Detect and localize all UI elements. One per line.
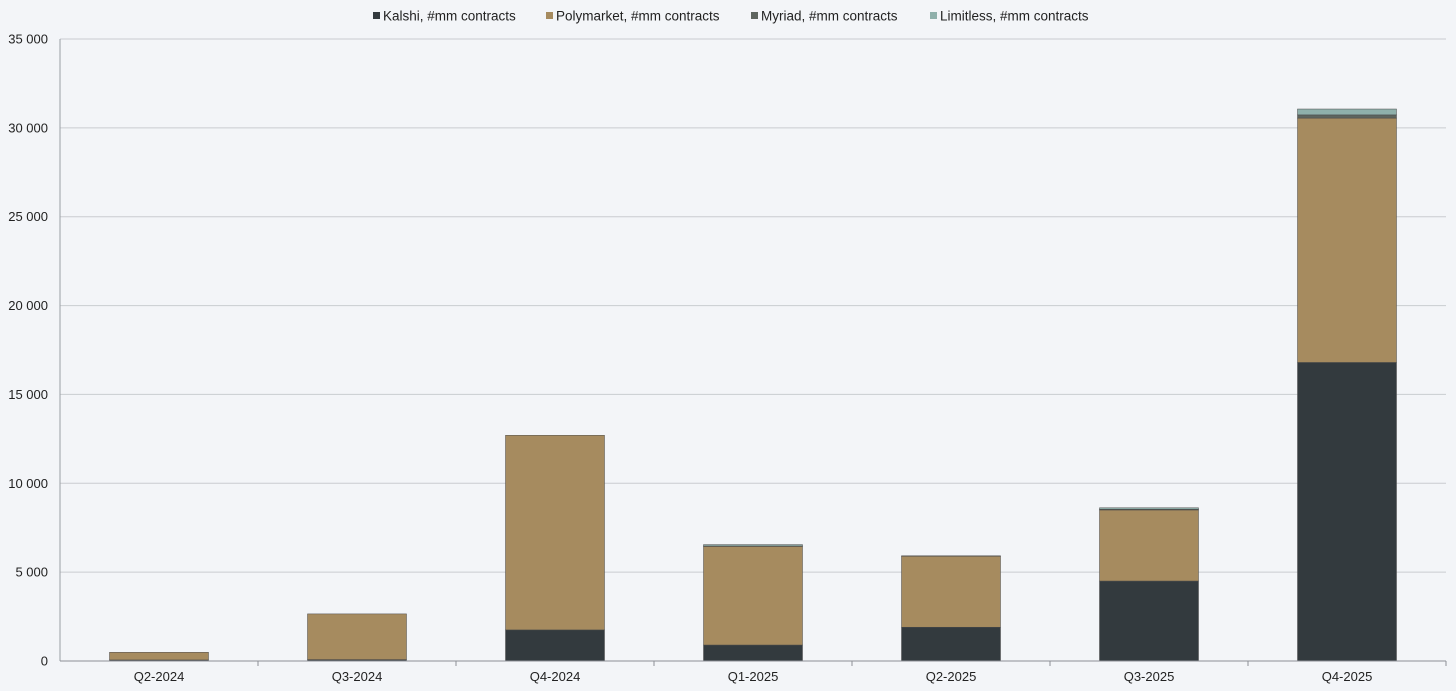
y-tick-label: 0: [41, 654, 48, 669]
bar-segment: [307, 613, 407, 660]
y-tick-label: 30 000: [8, 120, 48, 135]
bar-segment: [703, 546, 803, 646]
x-tick-label: Q4-2025: [1322, 669, 1373, 684]
x-tick-label: Q2-2025: [926, 669, 977, 684]
bars: [109, 108, 1397, 662]
axes: 0 5 000 10 000 15 000 20 000 25 000 30 000 35 0…: [8, 32, 1447, 684]
bar-segment: [901, 626, 1001, 662]
bar-segment: [901, 555, 1001, 628]
legend-swatch: [930, 12, 937, 19]
bar-segment: [505, 629, 605, 662]
legend-swatch: [751, 12, 758, 19]
bar-segment: [1297, 114, 1397, 119]
x-tick-label: Q2-2024: [134, 669, 185, 684]
bar-segment: [703, 544, 803, 547]
bar-segment: [1099, 507, 1199, 510]
bar-segment: [505, 435, 605, 631]
legend-label: Limitless, #mm contracts: [940, 9, 1089, 24]
y-tick-label: 20 000: [8, 298, 48, 313]
bar-segment: [1297, 108, 1397, 116]
y-tick-label: 25 000: [8, 209, 48, 224]
y-tick-label: 35 000: [8, 32, 48, 47]
x-tick-label: Q1-2025: [728, 669, 779, 684]
y-tick-label: 5 000: [15, 565, 48, 580]
legend: Kalshi, #mm contracts Polymarket, #mm con…: [373, 9, 1089, 24]
legend-swatch: [546, 12, 553, 19]
x-tick-label: Q3-2025: [1124, 669, 1175, 684]
bar-segment: [109, 652, 209, 661]
legend-swatch: [373, 12, 380, 19]
y-tick-label: 15 000: [8, 387, 48, 402]
y-tick-label: 10 000: [8, 476, 48, 491]
bar-segment: [1297, 362, 1397, 662]
legend-label: Polymarket, #mm contracts: [556, 9, 720, 24]
legend-label: Kalshi, #mm contracts: [383, 9, 516, 24]
x-tick-label: Q3-2024: [332, 669, 383, 684]
legend-label: Myriad, #mm contracts: [761, 9, 898, 24]
gridlines: [60, 38, 1446, 573]
bar-segment: [703, 644, 803, 662]
bar-segment: [1099, 509, 1199, 582]
bar-segment: [1099, 580, 1199, 662]
x-tick-label: Q4-2024: [530, 669, 581, 684]
bar-segment: [1297, 117, 1397, 363]
